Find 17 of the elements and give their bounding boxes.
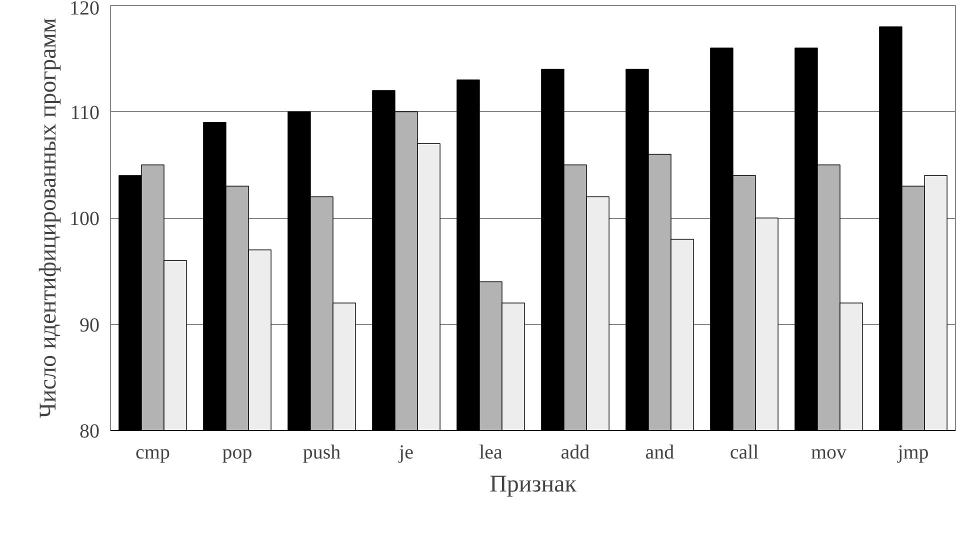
y-tick-label: 110: [70, 102, 100, 124]
y-axis-title: Число идентифицированных программ: [36, 18, 62, 418]
x-tick-label: lea: [479, 442, 503, 464]
x-tick-label: cmp: [136, 442, 170, 464]
x-tick-label: push: [302, 442, 341, 464]
x-tick-label: pop: [222, 442, 252, 464]
x-tick-label: je: [398, 442, 414, 464]
x-axis-title: Признак: [490, 472, 577, 498]
y-tick-label: 90: [80, 314, 100, 336]
x-tick-label: add: [560, 442, 590, 464]
x-tick-label: mov: [810, 442, 847, 464]
y-tick-label: 120: [70, 0, 100, 20]
x-tick-label: jmp: [896, 442, 929, 464]
y-tick-label: 80: [80, 420, 100, 442]
x-tick-label: call: [730, 442, 760, 464]
x-tick-label: and: [645, 442, 674, 464]
y-tick-label: 100: [70, 208, 100, 230]
